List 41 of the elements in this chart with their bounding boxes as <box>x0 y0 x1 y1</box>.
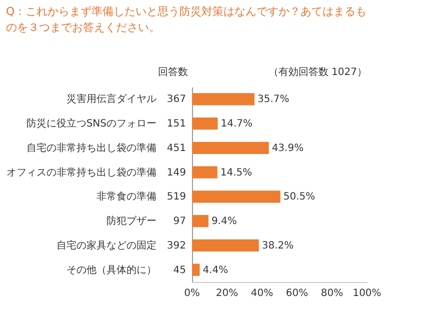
text: （有効回答数 1027） <box>268 66 367 78</box>
bar <box>192 264 200 276</box>
y-tick-label: 災害用伝言ダイヤル <box>66 93 156 106</box>
text: 97 <box>173 216 186 228</box>
data-label: 43.9% <box>272 142 304 154</box>
y-tick-label: 非常食の準備 <box>96 190 156 203</box>
text: 回答数 <box>158 66 188 78</box>
data-label: 38.2% <box>262 240 294 252</box>
bar <box>192 166 218 178</box>
y-tick-label: オフィスの非常持ち出し袋の準備 <box>6 166 156 178</box>
x-tick-label: 0% <box>184 288 200 299</box>
x-tick-label: 80% <box>320 288 344 299</box>
bar <box>192 214 208 228</box>
x-tick-label: 100% <box>352 288 382 299</box>
text: 149 <box>166 167 186 178</box>
y-tick-label: 自宅の家具などの固定 <box>56 239 156 252</box>
y-tick-label: その他（具体的に） <box>66 264 156 276</box>
x-tick-label: 20% <box>216 288 238 299</box>
data-label: 35.7% <box>257 94 290 106</box>
data-label: 9.4% <box>211 216 237 228</box>
text: 519 <box>166 192 186 203</box>
y-tick-label: 防災に役立つSNSのフォロー <box>26 118 156 130</box>
bar <box>192 239 259 252</box>
data-label: 4.4% <box>202 264 228 276</box>
data-label: 14.5% <box>220 167 252 178</box>
y-tick-label: 防犯ブザー <box>106 215 156 228</box>
bar <box>192 117 218 130</box>
x-tick-label: 40% <box>250 288 274 299</box>
data-label: 50.5% <box>283 192 316 203</box>
text: 392 <box>166 240 186 252</box>
data-label: 14.7% <box>220 118 253 130</box>
y-tick-label: 自宅の非常持ち出し袋の準備 <box>26 142 156 154</box>
bar <box>192 93 254 106</box>
bar <box>192 190 280 203</box>
text: 367 <box>166 94 186 106</box>
x-tick-label: 60% <box>286 288 308 299</box>
bar <box>192 142 269 154</box>
text: 451 <box>166 142 186 154</box>
text: 45 <box>173 264 186 276</box>
chart-title: Q：これからまず準備したいと思う防災対策はなんですか？あてはまるものを３つまでお答えください。 <box>6 5 367 34</box>
text: 151 <box>166 118 186 130</box>
